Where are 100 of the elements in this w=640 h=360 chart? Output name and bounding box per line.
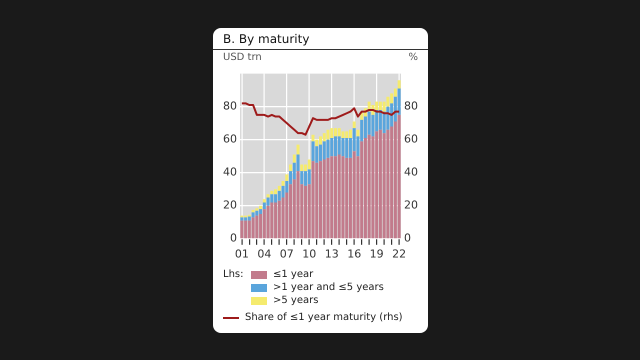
bar [259, 206, 262, 210]
bar [296, 144, 300, 155]
bar [378, 130, 382, 238]
bar [240, 220, 244, 238]
chart-title: B. By maturity [223, 32, 310, 46]
legend-label: Share of ≤1 year maturity (rhs) [245, 311, 403, 324]
y-tick-label: 80 [222, 100, 237, 112]
bar [348, 130, 352, 138]
bar [300, 171, 304, 184]
bar [338, 154, 341, 238]
bar [330, 156, 334, 238]
bar [252, 212, 255, 218]
bar [262, 209, 266, 238]
bar [315, 162, 318, 238]
bar [248, 220, 251, 238]
x-tick-label: 04 [257, 247, 272, 260]
bar [248, 216, 251, 221]
bar [252, 217, 255, 238]
bar [300, 164, 304, 172]
y-tick-label: 20 [222, 198, 237, 212]
bar [304, 186, 308, 238]
bar [345, 138, 348, 158]
bar [308, 160, 311, 170]
legend-title: Lhs: [223, 268, 244, 281]
bar [312, 141, 315, 162]
bar [308, 169, 311, 184]
bar [259, 209, 262, 214]
bar [398, 114, 401, 238]
y-tick-label: 60 [222, 132, 237, 146]
bar [364, 138, 367, 238]
bar [266, 194, 270, 198]
y2-tick-label: 20 [404, 198, 418, 212]
bar [338, 136, 341, 155]
bar [266, 206, 270, 238]
y2-axis-title: % [408, 52, 418, 63]
bar [326, 140, 330, 158]
bar [270, 194, 274, 202]
bar [278, 200, 281, 238]
bar [378, 102, 382, 110]
bar [274, 202, 278, 238]
bar [368, 134, 371, 238]
bar [352, 122, 356, 128]
bar [326, 130, 330, 140]
bar [330, 128, 334, 138]
bar [296, 171, 300, 238]
y2-tick-label: 40 [404, 166, 418, 179]
bar [262, 199, 266, 202]
bar [285, 174, 288, 181]
bar [341, 138, 344, 156]
bar [244, 220, 248, 238]
bar [304, 171, 308, 186]
x-tick-label: 07 [280, 247, 294, 260]
bar [341, 156, 344, 238]
legend-label: >1 year and ≤5 years [273, 281, 384, 294]
bar [274, 194, 278, 202]
bar [266, 198, 270, 206]
x-tick-label: 19 [370, 247, 384, 260]
x-tick-label: 13 [324, 247, 339, 260]
bar [330, 138, 334, 156]
bar [255, 216, 258, 238]
bar [334, 136, 337, 156]
bar [338, 128, 341, 136]
bar [270, 202, 274, 238]
x-tick-label: 01 [234, 247, 249, 260]
bar [312, 161, 315, 238]
x-tick-label: 16 [347, 247, 362, 260]
bar [375, 131, 378, 238]
bar [356, 130, 360, 136]
bar [360, 141, 364, 238]
bar [341, 131, 344, 138]
bar [368, 112, 371, 135]
bar [334, 156, 337, 238]
bar [322, 160, 326, 238]
bar [322, 141, 326, 160]
bar [386, 130, 390, 238]
x-tick-label: 10 [302, 247, 316, 260]
bar [240, 217, 244, 221]
x-tick-label: 22 [392, 247, 406, 260]
bar [289, 164, 292, 172]
bar [319, 161, 322, 238]
bar [274, 189, 278, 194]
legend-label: ≤1 year [273, 268, 314, 281]
y2-tick-label: 0 [404, 232, 412, 245]
legend-label: >5 years [273, 294, 318, 307]
y-tick-label: 0 [230, 232, 237, 245]
bar [322, 133, 326, 142]
bar [326, 158, 330, 238]
y2-tick-label: 80 [404, 100, 418, 112]
bar [352, 151, 356, 238]
bar [252, 210, 255, 212]
bar [278, 186, 281, 191]
bar [319, 136, 322, 145]
bar [255, 210, 258, 216]
bar [345, 131, 348, 138]
bar [255, 208, 258, 211]
bar [319, 144, 322, 162]
bar [270, 190, 274, 194]
bar [244, 217, 248, 221]
bar [334, 128, 337, 136]
y2-tick-label: 60 [404, 132, 418, 146]
